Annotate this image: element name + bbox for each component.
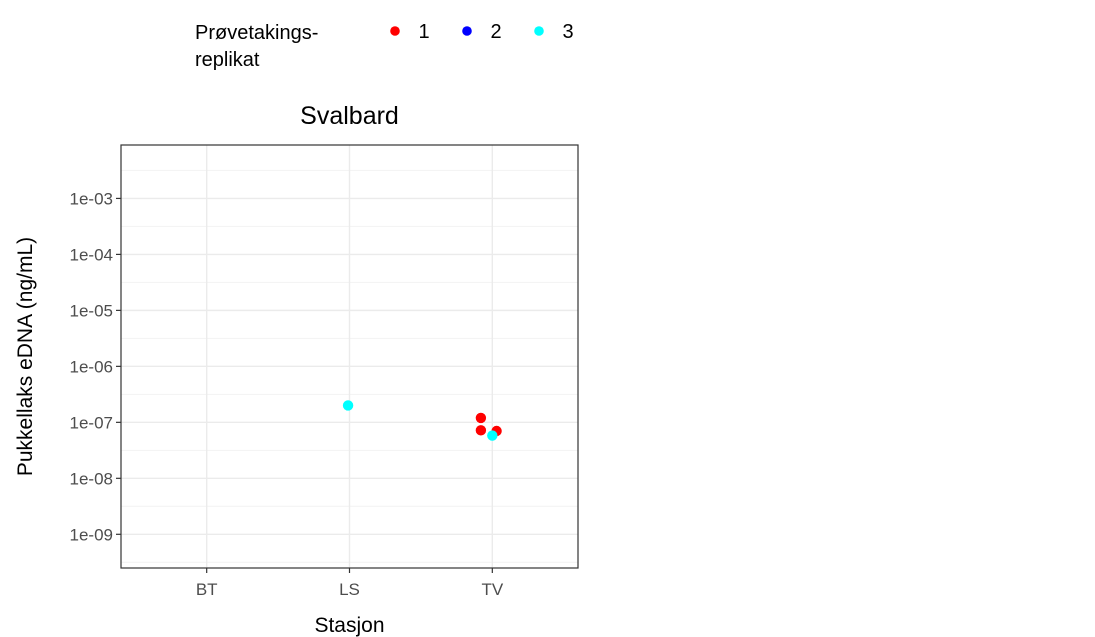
data-point-series-1 xyxy=(475,412,487,424)
y-axis: 1e-09 1e-08 1e-07 1e-06 1e-05 1e-04 1e-03 xyxy=(70,189,121,544)
grid-major xyxy=(121,145,578,568)
legend-title-line2: replikat xyxy=(195,49,260,71)
x-tick-label: TV xyxy=(481,580,503,599)
legend-label-1: 1 xyxy=(418,21,429,43)
legend-key-1 xyxy=(390,26,400,36)
legend-key-3 xyxy=(534,26,544,36)
y-tick-label: 1e-09 xyxy=(70,525,113,544)
data-point-series-1 xyxy=(475,425,487,436)
x-axis-title: Stasjon xyxy=(314,614,384,637)
x-tick-label: LS xyxy=(339,580,360,599)
data-points xyxy=(342,400,502,441)
legend-label-2: 2 xyxy=(490,21,501,43)
y-tick-label: 1e-04 xyxy=(70,245,113,264)
y-axis-title: Pukkellaks eDNA (ng/mL) xyxy=(14,237,37,476)
x-axis: BT LS TV xyxy=(196,568,504,599)
legend-label-3: 3 xyxy=(562,21,573,43)
plot-title: Svalbard xyxy=(300,102,399,130)
y-tick-label: 1e-06 xyxy=(70,357,113,376)
y-tick-label: 1e-07 xyxy=(70,413,113,432)
y-tick-label: 1e-08 xyxy=(70,469,113,488)
data-point-series-3 xyxy=(342,400,354,411)
y-tick-label: 1e-05 xyxy=(70,301,113,320)
x-tick-label: BT xyxy=(196,580,218,599)
legend-key-2 xyxy=(462,26,472,36)
legend: Prøvetakings- replikat 1 2 3 xyxy=(195,21,574,71)
data-point-series-3 xyxy=(487,430,498,441)
legend-title-line1: Prøvetakings- xyxy=(195,22,318,44)
y-tick-label: 1e-03 xyxy=(70,189,113,208)
